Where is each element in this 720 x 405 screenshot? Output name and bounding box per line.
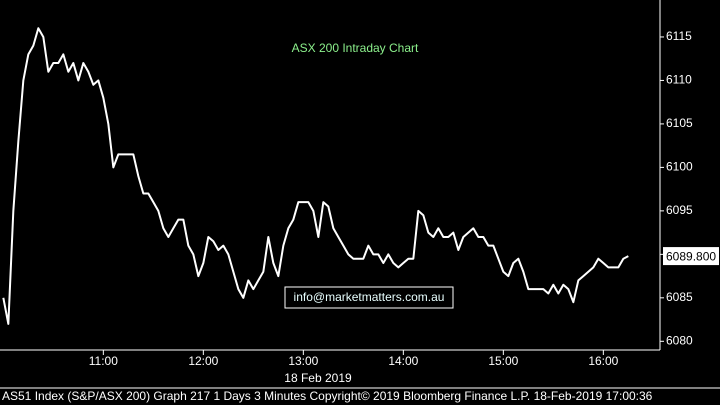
x-tick-label: 16:00	[588, 354, 618, 368]
y-tick-label: 6115	[666, 29, 692, 43]
y-tick-label: 6110	[666, 73, 692, 87]
x-tick-label: 11:00	[89, 354, 118, 368]
chart-title: ASX 200 Intraday Chart	[292, 41, 419, 55]
y-tick-label: 6095	[666, 203, 693, 217]
x-tick-label: 12:00	[188, 354, 218, 368]
last-value-box	[663, 247, 719, 266]
last-value-label: 6089.800	[666, 249, 716, 263]
y-tick-label: 6080	[666, 333, 693, 347]
x-tick-label: 14:00	[388, 354, 418, 368]
y-tick-label: 6105	[666, 116, 693, 130]
y-tick-label: 6085	[666, 290, 693, 304]
x-tick-label: 15:00	[488, 354, 518, 368]
y-tick-label: 6100	[666, 160, 693, 174]
watermark-box	[284, 286, 454, 309]
price-line	[2, 27, 629, 325]
x-tick-label: 13:00	[288, 354, 318, 368]
x-axis-label: 18 Feb 2019	[284, 371, 352, 385]
footer: AS51 Index (S&P/ASX 200) Graph 217 1 Day…	[2, 389, 653, 403]
watermark: info@marketmatters.com.au	[294, 290, 445, 304]
